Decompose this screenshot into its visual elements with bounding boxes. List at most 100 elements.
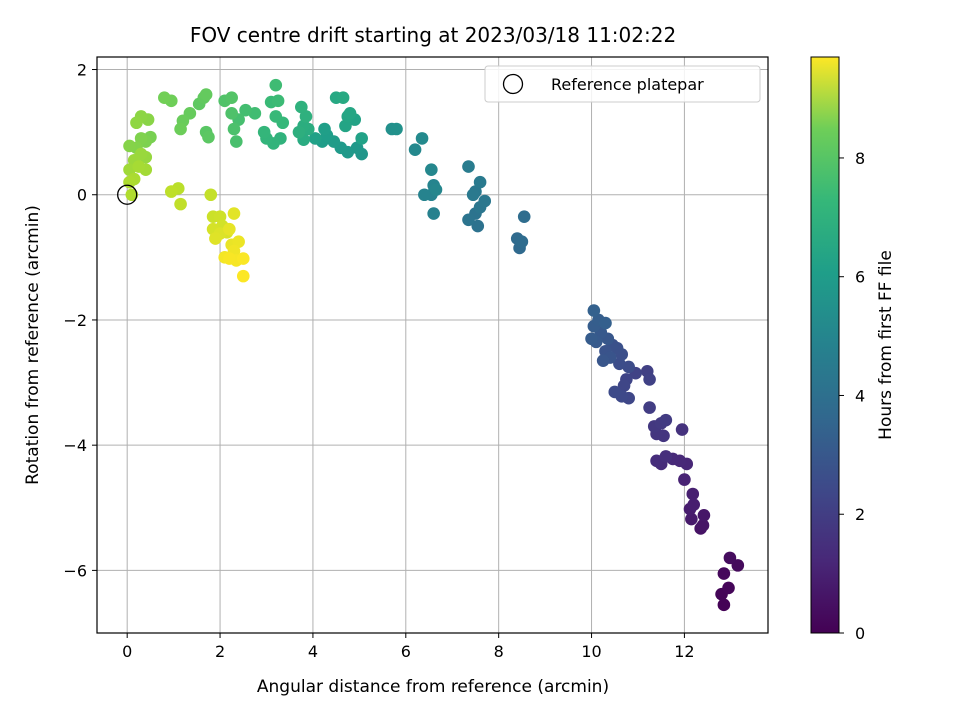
data-point	[269, 110, 283, 123]
data-point	[659, 450, 673, 463]
legend-marker-icon	[502, 73, 524, 95]
data-point	[299, 110, 313, 123]
data-point	[227, 122, 241, 136]
data-point	[223, 222, 236, 236]
data-point	[174, 122, 187, 136]
data-point	[723, 551, 737, 565]
data-point	[199, 88, 213, 101]
data-point	[685, 512, 698, 526]
data-point	[678, 473, 691, 486]
data-points	[117, 78, 745, 612]
data-point	[517, 210, 531, 223]
data-point	[659, 413, 673, 427]
data-point	[643, 373, 656, 386]
data-point	[295, 100, 308, 114]
legend-box	[484, 65, 761, 103]
colorbar-title: Hours from first FF file	[876, 250, 896, 440]
data-point	[223, 252, 236, 265]
data-point	[427, 207, 440, 220]
x-tick-label: 2	[215, 642, 225, 661]
data-point	[125, 188, 139, 202]
data-point	[675, 423, 689, 436]
data-point	[130, 116, 143, 130]
data-point	[418, 188, 431, 202]
data-point	[722, 581, 735, 595]
colorbar-tick-label: 8	[855, 149, 865, 168]
data-point	[123, 139, 136, 153]
data-point	[596, 354, 610, 367]
data-point	[318, 122, 331, 136]
data-point	[204, 188, 218, 202]
data-point	[686, 487, 700, 501]
data-point	[697, 508, 711, 522]
plot-frame	[96, 56, 769, 634]
data-point	[415, 132, 429, 145]
x-tick-label: 4	[308, 642, 318, 661]
data-point	[132, 160, 146, 173]
data-point	[696, 519, 710, 532]
y-tick-label: −4	[63, 436, 87, 455]
colorbar-tick-label: 0	[855, 624, 865, 643]
data-point	[227, 207, 241, 220]
colorbar: 0 2 4 6 8 Hours from first FF file	[810, 56, 896, 643]
data-point	[471, 219, 485, 233]
data-point	[230, 135, 243, 148]
data-point	[158, 91, 171, 104]
data-point	[643, 401, 656, 414]
data-point	[515, 235, 529, 248]
data-point	[134, 132, 148, 145]
colorbar-ticks: 0 2 4 6 8	[839, 149, 865, 643]
reference-platepar-marker	[117, 184, 138, 205]
data-point	[236, 252, 250, 265]
data-point	[123, 175, 136, 189]
y-axis-ticks: −6 −4 −2 0 2	[63, 61, 97, 580]
grid-lines	[97, 57, 768, 633]
data-point	[425, 163, 438, 176]
data-point	[587, 304, 601, 317]
data-point	[717, 567, 731, 580]
data-point	[462, 160, 475, 173]
data-point	[608, 385, 622, 399]
colorbar-tick-label: 2	[855, 505, 865, 524]
x-axis-ticks: 0 2 4 6 8 10 12	[122, 633, 695, 661]
y-tick-label: 2	[77, 61, 87, 80]
data-point	[473, 175, 487, 189]
x-tick-label: 8	[494, 642, 504, 661]
data-point	[617, 379, 631, 392]
data-point	[257, 125, 271, 139]
y-axis-title: Rotation from reference (arcmin)	[23, 205, 43, 485]
data-point	[408, 143, 422, 156]
data-point	[174, 197, 187, 211]
chart-title: FOV centre drift starting at 2023/03/18 …	[190, 23, 676, 47]
y-tick-label: 0	[77, 186, 87, 205]
data-point	[343, 107, 357, 120]
x-axis-title: Angular distance from reference (arcmin)	[257, 677, 609, 697]
data-point	[225, 107, 238, 120]
data-point	[336, 91, 350, 104]
data-point	[731, 559, 745, 572]
colorbar-tick-label: 6	[855, 268, 865, 287]
data-point	[225, 91, 238, 104]
data-point	[308, 132, 322, 145]
data-point	[355, 132, 368, 145]
data-point	[232, 235, 245, 248]
data-point	[239, 103, 252, 117]
data-point	[599, 316, 612, 330]
data-point	[687, 498, 701, 511]
data-point	[209, 232, 222, 245]
colorbar-tick-label: 4	[855, 386, 865, 405]
data-point	[269, 78, 283, 92]
x-tick-label: 0	[122, 642, 132, 661]
data-point	[202, 130, 215, 144]
y-tick-label: −2	[63, 311, 87, 330]
x-tick-label: 6	[401, 642, 411, 661]
data-point	[429, 183, 443, 197]
data-point	[478, 194, 492, 208]
data-point	[390, 122, 403, 136]
data-point	[236, 269, 250, 283]
legend: Reference platepar	[484, 65, 761, 103]
data-point	[292, 125, 306, 139]
data-point	[585, 332, 598, 346]
data-point	[717, 598, 731, 612]
